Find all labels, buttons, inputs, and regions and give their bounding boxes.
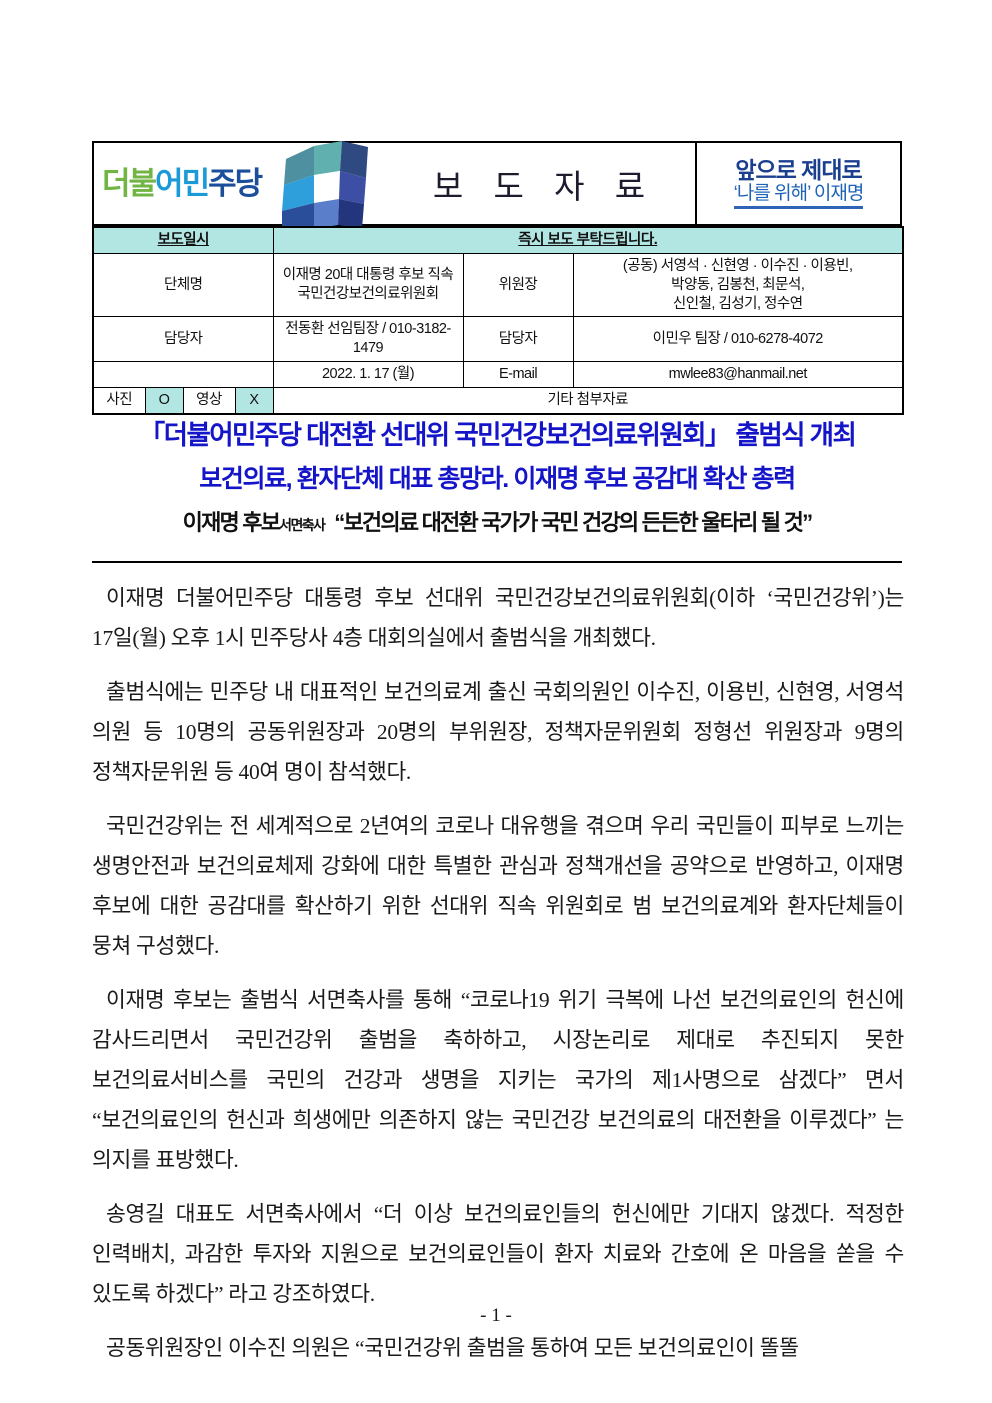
document-header: 더불어민주당 보 도 자 료 앞으로 제대로 [92, 141, 902, 233]
page-number: - 1 - [480, 1305, 512, 1326]
organization-value-line2: 국민건강보건의료위원회 [297, 286, 439, 303]
body-paragraph: 이재명 더불어민주당 대통령 후보 선대위 국민건강보건의료위원회(이하 ‘국민… [92, 586, 904, 650]
page-title: 보 도 자 료 [432, 169, 657, 206]
contact-label-right: 담당자 [462, 316, 574, 363]
organization-label: 단체명 [92, 252, 274, 318]
headline-section: 「더불어민주당 대전환 선대위 국민건강보건의료위원회」 출범식 개최 보건의료… [92, 418, 902, 537]
blank-cell [92, 361, 274, 388]
email-value: mwlee83@hanmail.net [572, 361, 904, 388]
slogan-primary: 앞으로 제대로 [735, 156, 862, 183]
release-date-label: 보도일시 [92, 225, 274, 254]
table-row-attachments: 사진 O 영상 X 기타 첨부자료 [92, 386, 904, 415]
party-flag-icon [256, 141, 372, 233]
party-logo-wordmark: 더불어민주당 [102, 166, 263, 201]
headline-tertiary: 이재명 후보서면축사 “보건의료 대전환 국가가 국민 건강의 든든한 울타리 될… [92, 508, 902, 538]
campaign-slogan: 앞으로 제대로 ‘나를 위해’ 이재명 [695, 143, 900, 224]
video-value: X [234, 386, 274, 415]
table-row-organization: 단체명 이재명 20대 대통령 후보 직속 국민건강보건의료위원회 위원장 (공… [92, 252, 904, 318]
table-row-release-date: 보도일시 즉시 보도 부탁드립니다. [92, 225, 904, 254]
chairperson-line1: (공동) 서영석 · 신현영 · 이수진 · 이용빈, [622, 257, 853, 274]
body-paragraph: 공동위원장인 이수진 의원은 “국민건강위 출범을 통하여 모든 보건의료인이 … [106, 1336, 799, 1360]
body-paragraph: 이재명 후보는 출범식 서면축사를 통해 “코로나19 위기 극복에 나선 보건… [92, 988, 904, 1172]
photo-value: O [144, 386, 184, 415]
header-divider [92, 561, 902, 563]
chairperson-value: (공동) 서영석 · 신현영 · 이수진 · 이용빈, 박양동, 김봉천, 최문… [572, 252, 904, 318]
headline-tertiary-lead: 이재명 후보 [182, 509, 281, 535]
release-date-text: 2022. 1. 17 (월) [272, 361, 464, 388]
attachment-label: 기타 첨부자료 [272, 386, 904, 415]
chairperson-label: 위원장 [462, 252, 574, 318]
body-paragraph: 국민건강위는 전 세계적으로 2년여의 코로나 대유행을 겪으며 우리 국민들이… [92, 814, 904, 958]
party-logo: 더불어민주당 [94, 141, 386, 233]
chairperson-line3: 신인철, 김성기, 정수연 [672, 295, 803, 312]
document-title-cell: 보 도 자 료 [386, 143, 695, 224]
organization-value: 이재명 20대 대통령 후보 직속 국민건강보건의료위원회 [272, 252, 464, 318]
table-row-date-email: 2022. 1. 17 (월) E-mail mwlee83@hanmail.n… [92, 361, 904, 388]
release-date-value: 즉시 보도 부탁드립니다. [272, 225, 904, 254]
headline-secondary: 보건의료, 환자단체 대표 총망라. 이재명 후보 공감대 확산 총력 [199, 464, 796, 493]
body-paragraph: 송영길 대표도 서면축사에서 “더 이상 보건의료인들의 헌신에만 기대지 않겠… [92, 1202, 904, 1306]
headline-tertiary-sub: 서면축사 [279, 516, 326, 533]
slogan-secondary: ‘나를 위해’ 이재명 [733, 183, 864, 210]
press-info-table: 보도일시 즉시 보도 부탁드립니다. 단체명 이재명 20대 대통령 후보 직속… [92, 225, 904, 415]
contact-value-left: 전동환 선임팀장 / 010-3182-1479 [272, 316, 464, 363]
logo-text-part3: 주당 [208, 166, 263, 201]
contact-value-right: 이민우 팀장 / 010-6278-4072 [572, 316, 904, 363]
body-paragraph: 출범식에는 민주당 내 대표적인 보건의료계 출신 국회의원인 이수진, 이용빈… [92, 680, 904, 784]
organization-value-line1: 이재명 20대 대통령 후보 직속 [282, 267, 454, 284]
logo-text-part1: 더불 [102, 166, 157, 201]
body-content: 이재명 더불어민주당 대통령 후보 선대위 국민건강보건의료위원회(이하 ‘국민… [92, 578, 904, 1368]
headline-tertiary-quote: “보건의료 대전환 국가가 국민 건강의 든든한 울타리 될 것” [334, 509, 813, 535]
chairperson-line2: 박양동, 김봉천, 최문석, [671, 276, 805, 293]
headline-primary: 「더불어민주당 대전환 선대위 국민건강보건의료위원회」 출범식 개최 [138, 420, 857, 450]
logo-text-part2: 어민 [155, 166, 210, 201]
email-label: E-mail [462, 361, 574, 388]
contact-label-left: 담당자 [92, 316, 274, 363]
table-row-contact: 담당자 전동환 선임팀장 / 010-3182-1479 담당자 이민우 팀장 … [92, 316, 904, 363]
photo-label: 사진 [92, 386, 146, 415]
video-label: 영상 [182, 386, 236, 415]
